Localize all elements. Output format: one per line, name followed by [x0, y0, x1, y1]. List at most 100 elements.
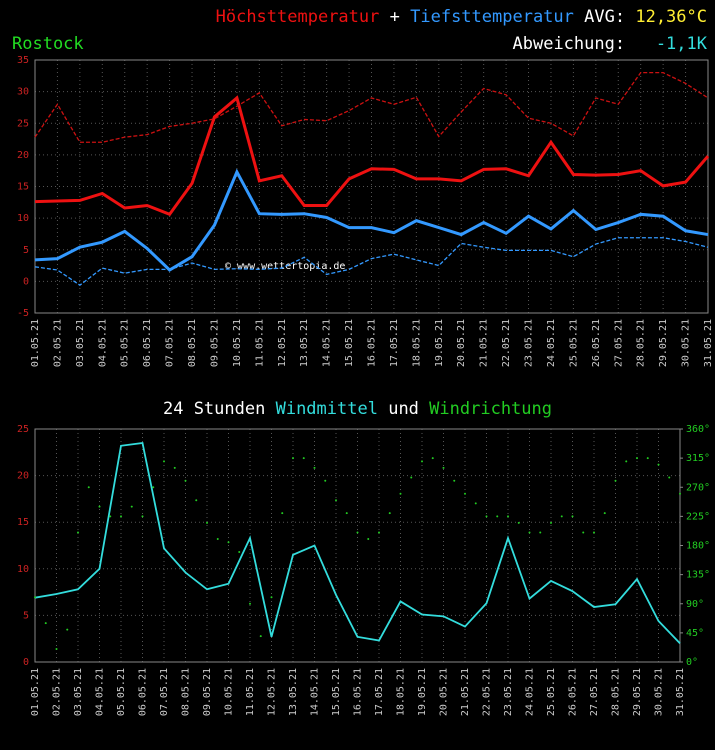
x-tick-label: 25.05.21 — [568, 319, 579, 367]
direction-dot — [206, 521, 208, 524]
direction-dot — [399, 492, 402, 495]
direction-dot — [388, 512, 391, 515]
series-line — [34, 237, 709, 286]
x-tick-label: 21.05.21 — [479, 319, 490, 367]
direction-dot — [173, 466, 176, 469]
direction-dot — [668, 476, 671, 479]
direction-dot — [270, 596, 273, 599]
series-line — [34, 72, 709, 143]
y-tick-label: 5 — [23, 245, 29, 256]
x-tick-label: 28.05.21 — [611, 668, 622, 716]
direction-dot — [238, 550, 241, 553]
direction-dot — [77, 531, 79, 534]
x-tick-label: 28.05.21 — [636, 319, 647, 367]
x-tick-label: 04.05.21 — [95, 668, 106, 716]
y-tick-label: 5 — [23, 610, 29, 621]
y-tick-label: 0 — [23, 276, 29, 287]
x-tick-label: 22.05.21 — [501, 319, 512, 367]
x-tick-label: 08.05.21 — [181, 668, 192, 716]
x-tick-label: 23.05.21 — [524, 319, 535, 367]
x-tick-label: 03.05.21 — [73, 668, 84, 716]
x-tick-label: 26.05.21 — [568, 668, 579, 716]
x-tick-label: 15.05.21 — [331, 668, 342, 716]
direction-dot — [152, 486, 155, 489]
avg-label: AVG: — [584, 7, 626, 27]
direction-dot — [195, 499, 198, 502]
direction-dot — [593, 531, 595, 534]
direction-dot — [345, 512, 348, 515]
direction-dot — [636, 457, 638, 460]
x-tick-label: 13.05.21 — [288, 668, 299, 716]
x-tick-label: 09.05.21 — [202, 668, 213, 716]
y2-tick-label: 0° — [686, 657, 698, 668]
x-tick-label: 16.05.21 — [353, 668, 364, 716]
direction-dot — [367, 538, 370, 541]
y-tick-label: 15 — [17, 517, 29, 528]
direction-dot — [485, 515, 488, 518]
x-tick-label: 02.05.21 — [52, 668, 63, 716]
x-tick-label: 14.05.21 — [310, 668, 321, 716]
direction-dot — [44, 622, 47, 625]
x-tick-label: 17.05.21 — [374, 668, 385, 716]
direction-dot — [571, 515, 574, 518]
direction-dot — [614, 479, 617, 482]
direction-dot — [657, 463, 660, 466]
x-tick-label: 11.05.21 — [245, 668, 256, 716]
direction-dot — [227, 541, 230, 544]
y-tick-label: -5 — [17, 308, 29, 319]
x-tick-label: 18.05.21 — [411, 319, 422, 367]
direction-dot — [646, 457, 649, 460]
direction-dot — [120, 515, 122, 518]
x-tick-label: 06.05.21 — [138, 668, 149, 716]
top-title: Höchsttemperatur + Tiefsttemperatur AVG:… — [216, 7, 707, 27]
x-tick-label: 31.05.21 — [675, 668, 686, 716]
direction-dot — [550, 521, 552, 524]
direction-dot — [507, 515, 509, 518]
direction-dot — [324, 479, 327, 482]
direction-dot — [539, 531, 542, 534]
x-tick-label: 18.05.21 — [396, 668, 407, 716]
direction-dot — [625, 460, 628, 463]
y-tick-label: 35 — [17, 55, 29, 66]
x-tick-label: 06.05.21 — [142, 319, 153, 367]
direction-dot — [679, 492, 681, 495]
bottom-title: 24 Stunden Windmittel und Windrichtung — [0, 399, 715, 419]
x-tick-label: 08.05.21 — [187, 319, 198, 367]
deviation: Abweichung: -1,1K — [513, 34, 708, 54]
y-tick-label: 30 — [17, 87, 29, 98]
y-tick-label: 0 — [23, 657, 29, 668]
deviation-label: Abweichung: — [512, 34, 626, 54]
direction-dot — [163, 460, 165, 463]
y2-tick-label: 45° — [686, 628, 704, 639]
series-line — [34, 95, 710, 217]
x-tick-label: 02.05.21 — [52, 319, 63, 367]
x-tick-label: 29.05.21 — [658, 319, 669, 367]
x-tick-label: 19.05.21 — [417, 668, 428, 716]
direction-dot — [464, 492, 466, 495]
x-tick-label: 05.05.21 — [116, 668, 127, 716]
x-tick-label: 10.05.21 — [224, 668, 235, 716]
x-tick-label: 15.05.21 — [344, 319, 355, 367]
x-tick-label: 13.05.21 — [299, 319, 310, 367]
x-tick-label: 09.05.21 — [209, 319, 220, 367]
direction-dot — [216, 538, 219, 541]
x-tick-label: 20.05.21 — [439, 668, 450, 716]
direction-dot — [34, 596, 36, 599]
direction-dot — [560, 515, 563, 518]
legend-entry: Windrichtung — [429, 399, 552, 419]
x-tick-label: 12.05.21 — [267, 668, 278, 716]
title-joiner: + — [389, 7, 400, 27]
x-tick-label: 19.05.21 — [434, 319, 445, 367]
direction-dot — [582, 531, 585, 534]
y-tick-label: 20 — [17, 471, 29, 482]
x-tick-label: 23.05.21 — [503, 668, 514, 716]
plot-frame — [34, 59, 709, 314]
x-tick-label: 07.05.21 — [165, 319, 176, 367]
x-tick-label: 16.05.21 — [367, 319, 378, 367]
y-tick-label: 10 — [17, 213, 29, 224]
y2-tick-label: 360° — [686, 424, 710, 435]
x-tick-label: 26.05.21 — [591, 319, 602, 367]
direction-dot — [410, 476, 413, 479]
